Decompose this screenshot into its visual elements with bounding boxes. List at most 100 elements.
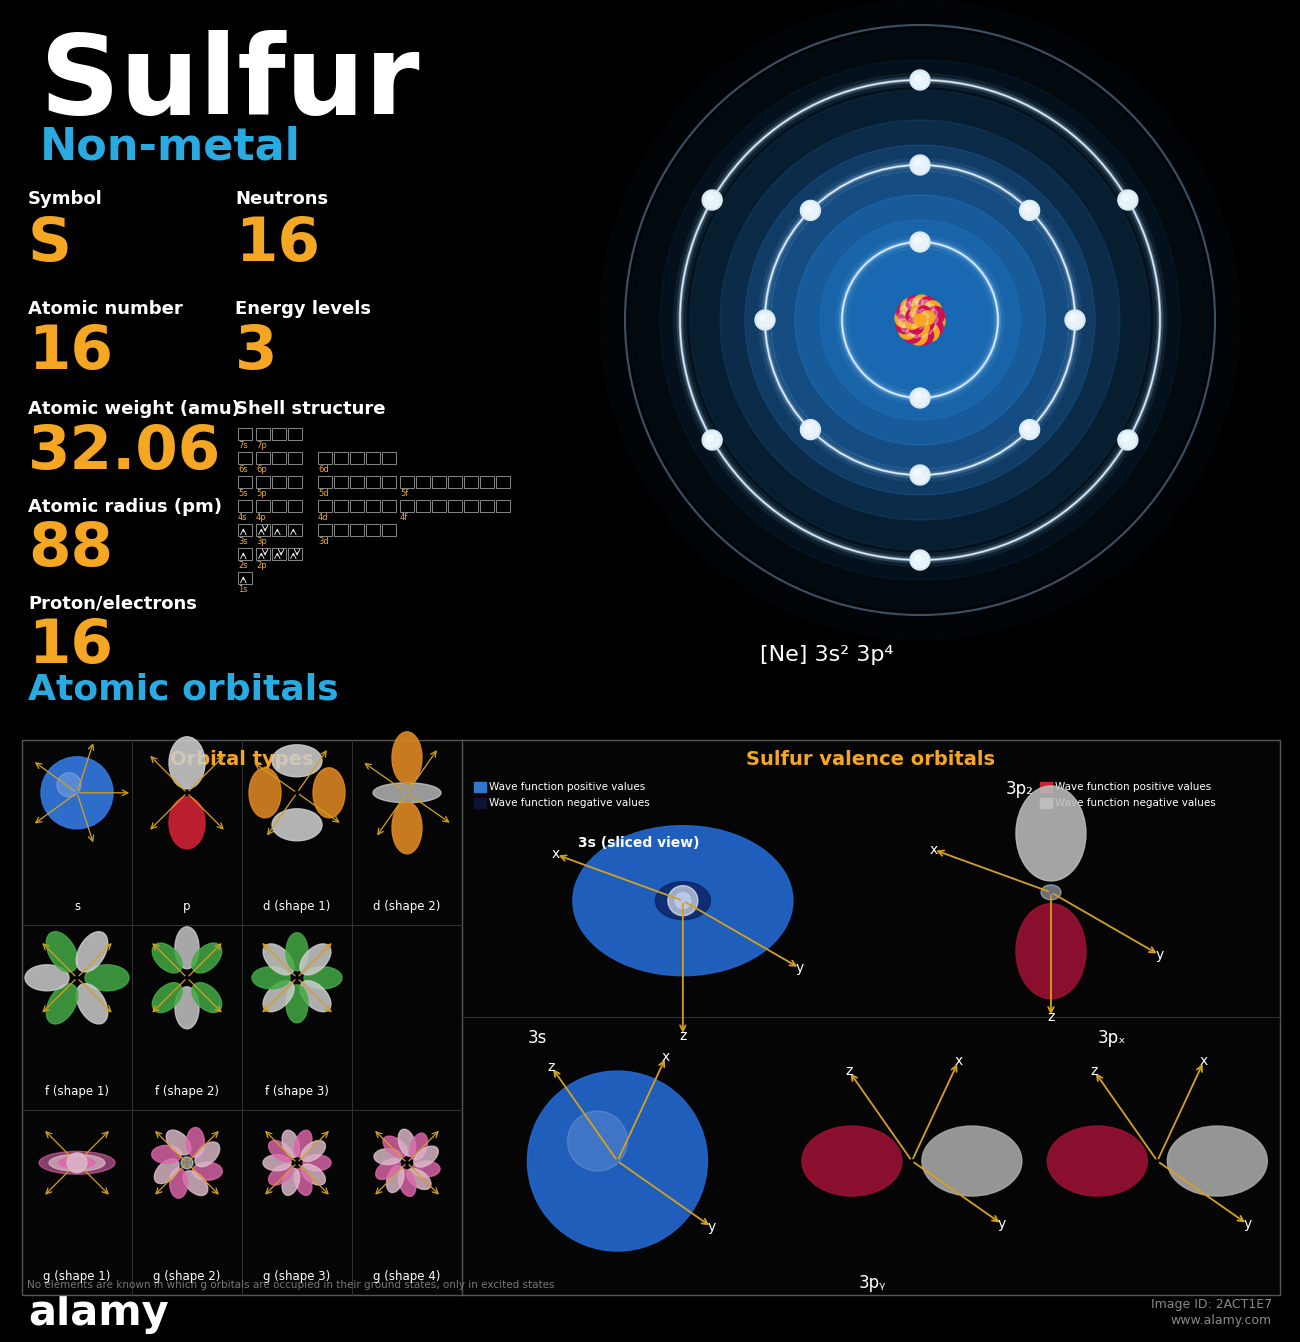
- Circle shape: [915, 470, 920, 476]
- Ellipse shape: [300, 1164, 325, 1185]
- Text: No elements are known in which g orbitals are occupied in their ground states, o: No elements are known in which g orbital…: [27, 1280, 555, 1290]
- Text: g (shape 1): g (shape 1): [43, 1270, 110, 1283]
- Text: Proton/electrons: Proton/electrons: [29, 595, 196, 613]
- Text: f (shape 3): f (shape 3): [265, 1084, 329, 1098]
- Circle shape: [796, 195, 1045, 446]
- Ellipse shape: [313, 768, 345, 817]
- Circle shape: [909, 318, 914, 323]
- Bar: [382, 501, 396, 513]
- Bar: [318, 501, 332, 513]
- Text: f (shape 1): f (shape 1): [46, 1084, 109, 1098]
- Text: x: x: [552, 848, 560, 862]
- Circle shape: [913, 72, 928, 89]
- Circle shape: [926, 318, 942, 337]
- Bar: [497, 501, 510, 513]
- Text: 4s: 4s: [238, 513, 247, 522]
- Bar: [382, 523, 396, 535]
- Bar: [238, 501, 252, 513]
- Ellipse shape: [393, 801, 422, 854]
- Circle shape: [802, 421, 819, 437]
- Circle shape: [42, 757, 113, 829]
- Ellipse shape: [169, 797, 205, 848]
- Circle shape: [906, 295, 924, 314]
- Ellipse shape: [294, 1130, 312, 1157]
- Circle shape: [920, 317, 933, 331]
- Circle shape: [922, 299, 929, 307]
- Circle shape: [910, 232, 929, 252]
- Bar: [367, 452, 380, 464]
- Text: x: x: [1200, 1055, 1208, 1068]
- Circle shape: [898, 313, 906, 321]
- Bar: [367, 501, 380, 513]
- Circle shape: [913, 323, 918, 327]
- Circle shape: [861, 260, 980, 380]
- Circle shape: [1070, 315, 1076, 321]
- Text: y: y: [998, 1217, 1006, 1231]
- Ellipse shape: [166, 1130, 191, 1155]
- Text: 2p: 2p: [256, 561, 266, 570]
- Circle shape: [702, 429, 723, 450]
- Ellipse shape: [169, 1168, 187, 1198]
- Text: g (shape 4): g (shape 4): [373, 1270, 441, 1283]
- Text: Orbital types: Orbital types: [170, 750, 313, 769]
- Ellipse shape: [407, 1169, 432, 1189]
- Text: f (shape 2): f (shape 2): [155, 1084, 218, 1098]
- Text: y: y: [1156, 947, 1164, 962]
- Circle shape: [930, 315, 937, 323]
- Circle shape: [920, 309, 924, 314]
- Bar: [350, 501, 364, 513]
- Circle shape: [915, 321, 930, 334]
- Circle shape: [913, 330, 920, 338]
- Text: 3s (sliced view): 3s (sliced view): [578, 836, 699, 849]
- Circle shape: [910, 327, 927, 345]
- Circle shape: [707, 435, 714, 442]
- Text: 3pᵧ: 3pᵧ: [858, 1274, 885, 1292]
- Circle shape: [770, 170, 1070, 470]
- Circle shape: [916, 306, 931, 319]
- Text: Atomic radius (pm): Atomic radius (pm): [29, 498, 222, 517]
- Bar: [464, 501, 478, 513]
- Text: alamy: alamy: [29, 1292, 169, 1334]
- Circle shape: [915, 160, 920, 166]
- Bar: [400, 476, 413, 488]
- Ellipse shape: [573, 825, 793, 976]
- Bar: [480, 476, 494, 488]
- Text: 16: 16: [29, 323, 113, 382]
- Text: Wave function positive values: Wave function positive values: [1056, 782, 1212, 792]
- Circle shape: [920, 311, 935, 325]
- Circle shape: [923, 319, 928, 325]
- Text: g (shape 2): g (shape 2): [153, 1270, 221, 1283]
- Ellipse shape: [1017, 903, 1086, 998]
- Ellipse shape: [192, 982, 222, 1012]
- Text: 2s: 2s: [238, 561, 247, 570]
- Text: 88: 88: [29, 519, 113, 578]
- Bar: [289, 501, 302, 513]
- Text: g (shape 3): g (shape 3): [264, 1270, 330, 1283]
- Text: 4f: 4f: [400, 513, 408, 522]
- Circle shape: [630, 30, 1210, 611]
- Circle shape: [181, 1157, 192, 1169]
- Circle shape: [903, 302, 911, 310]
- Circle shape: [906, 309, 920, 323]
- Bar: [289, 452, 302, 464]
- Ellipse shape: [176, 986, 199, 1029]
- Text: 1s: 1s: [238, 585, 247, 595]
- Ellipse shape: [58, 1157, 95, 1168]
- Ellipse shape: [410, 1133, 428, 1161]
- Circle shape: [528, 1071, 707, 1251]
- Circle shape: [915, 326, 933, 345]
- Circle shape: [915, 393, 920, 399]
- Bar: [382, 452, 396, 464]
- Bar: [432, 476, 446, 488]
- Ellipse shape: [192, 943, 222, 973]
- Bar: [474, 782, 486, 792]
- Circle shape: [1119, 192, 1136, 208]
- Bar: [334, 523, 348, 535]
- Text: 3s: 3s: [528, 1029, 547, 1047]
- Ellipse shape: [263, 1155, 291, 1170]
- Bar: [448, 501, 461, 513]
- Bar: [238, 452, 252, 464]
- Circle shape: [905, 315, 919, 329]
- Text: Atomic orbitals: Atomic orbitals: [29, 672, 338, 706]
- Circle shape: [1119, 432, 1136, 448]
